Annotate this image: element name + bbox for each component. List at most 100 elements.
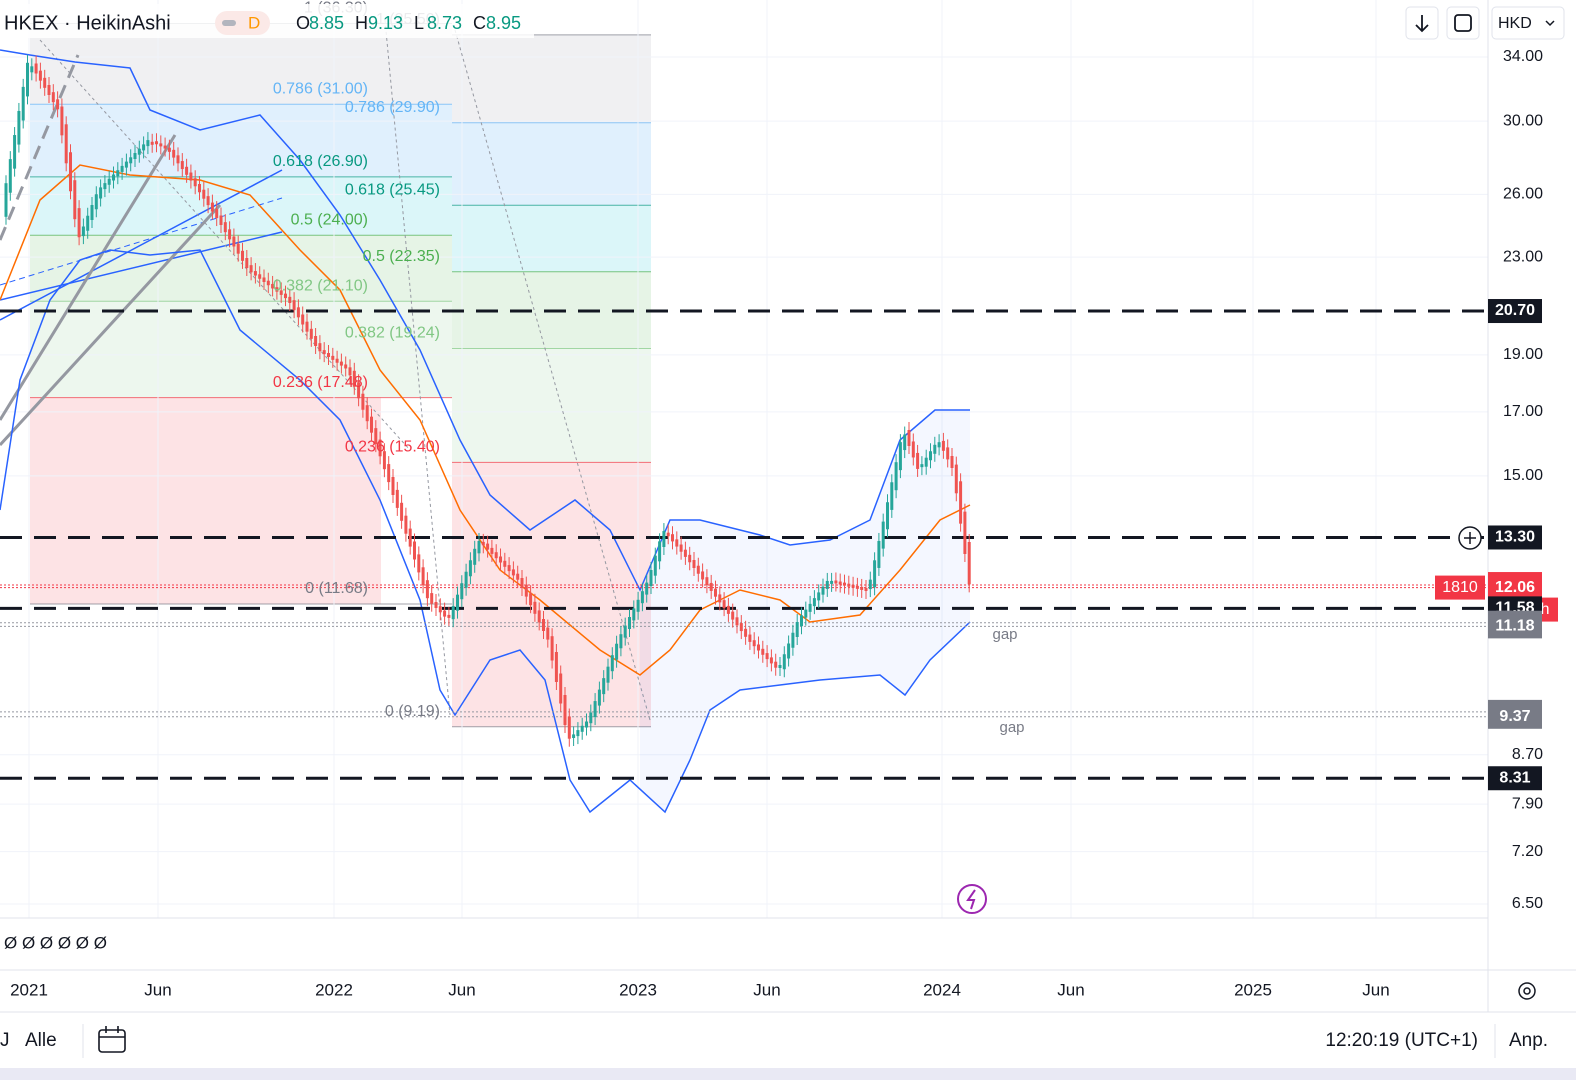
- bottom-strip: [0, 1068, 1576, 1080]
- candle-body: [38, 70, 42, 81]
- upper-band: [0, 49, 970, 592]
- y-tick-label: 8.70: [1512, 746, 1543, 763]
- candle-body: [511, 569, 515, 576]
- candle-body: [662, 531, 666, 547]
- candle-body: [404, 515, 408, 534]
- candle-body: [593, 701, 597, 718]
- candle-body: [232, 236, 236, 247]
- candle-body: [597, 689, 601, 706]
- candle-body: [959, 481, 963, 524]
- candle-body: [206, 196, 210, 206]
- badge: D: [248, 13, 260, 32]
- candle-body: [623, 625, 627, 638]
- candle-body: [60, 106, 64, 136]
- price-tag: [1488, 525, 1542, 550]
- channel-line: [0, 197, 283, 286]
- range-all[interactable]: Alle: [25, 1030, 57, 1051]
- candle-body: [443, 610, 447, 617]
- adjust[interactable]: Anp.: [1509, 1030, 1548, 1051]
- candle-body: [954, 464, 958, 494]
- volume-tag: [1435, 575, 1485, 600]
- candle-body: [744, 628, 748, 637]
- candle-body: [219, 215, 223, 225]
- candle-body: [301, 314, 305, 325]
- y-tick-label: 7.90: [1512, 795, 1543, 812]
- currency[interactable]: HKD: [1498, 15, 1532, 32]
- candle-body: [714, 588, 717, 597]
- currency-button[interactable]: [1491, 6, 1565, 40]
- candle-body: [580, 725, 584, 732]
- candle-body: [103, 183, 107, 190]
- candle-body: [830, 580, 834, 584]
- fib-zone: [452, 205, 651, 272]
- candle-body: [817, 592, 821, 601]
- candle-body: [34, 63, 38, 74]
- fib-trend: [39, 39, 411, 451]
- candle-body: [477, 541, 481, 554]
- labels: 34.00 30.00 26.00 23.00 19.00 17.00 15.00 8.70 7…: [10, 0, 1558, 999]
- candle-body: [490, 547, 494, 554]
- candle-body: [400, 502, 404, 521]
- candle-body: [520, 578, 524, 588]
- price-tag-label: 9.37: [1499, 708, 1530, 725]
- price-tag-label: 8.31: [1499, 769, 1530, 786]
- candle-body: [615, 643, 619, 660]
- candle-body: [258, 274, 262, 279]
- icon-plus: [1464, 532, 1476, 544]
- candle-body: [107, 178, 111, 185]
- candle-body: [546, 627, 550, 640]
- calendar-icon[interactable]: [98, 1029, 126, 1053]
- candle-body: [468, 560, 472, 577]
- candle-body: [774, 661, 778, 668]
- y-tick-label: 30.00: [1503, 112, 1543, 129]
- calendar-icon: [99, 1026, 125, 1038]
- candle-body: [658, 541, 662, 562]
- ohlc-value: 9.13: [368, 13, 403, 33]
- candle-body: [210, 202, 214, 212]
- y-tick-label: 15.00: [1503, 467, 1543, 484]
- fib-zone: [452, 348, 651, 463]
- candle-body: [64, 124, 68, 164]
- x-tick-label: 2021: [10, 980, 48, 999]
- price-tag: [1488, 704, 1542, 729]
- candle-body: [421, 567, 425, 586]
- candle-body: [795, 622, 799, 637]
- candle-body: [821, 586, 825, 595]
- fib-zone: [30, 397, 381, 604]
- fib-label: 0.618 (26.90): [273, 153, 368, 170]
- candle-body: [671, 534, 674, 542]
- candle-body: [86, 215, 90, 231]
- candle-body: [4, 183, 8, 217]
- candle-body: [292, 300, 296, 311]
- candle-body: [610, 655, 614, 672]
- candle-body: [129, 157, 133, 164]
- candle-body: [576, 730, 580, 737]
- candle-body: [761, 648, 765, 655]
- ohlc-key: L: [414, 13, 424, 33]
- price-tag-label: 13.30: [1495, 529, 1535, 546]
- candle-body: [378, 439, 382, 457]
- candle-body: [288, 296, 292, 303]
- candle-body: [847, 583, 851, 587]
- candle-body: [688, 554, 692, 563]
- y-tick-label: 23.00: [1503, 248, 1543, 265]
- candle-body: [933, 444, 937, 454]
- range-cut[interactable]: J: [0, 1030, 10, 1051]
- candle-body: [787, 643, 791, 659]
- x-tick-label: 2023: [619, 980, 657, 999]
- candle-body: [554, 652, 558, 682]
- candle-body: [529, 593, 533, 606]
- button[interactable]: [1446, 6, 1480, 40]
- candle-body: [666, 532, 670, 537]
- settings-icon: [1523, 987, 1531, 995]
- candle-body: [30, 66, 34, 73]
- settings-icon[interactable]: [1518, 982, 1536, 1000]
- badge-bg: [215, 11, 270, 35]
- price-tag: [1488, 575, 1542, 600]
- fib-zone: [30, 301, 452, 398]
- candle-body: [120, 165, 124, 172]
- x-tick-label: Jun: [448, 980, 475, 999]
- candle-body: [911, 441, 915, 458]
- candle-body: [13, 135, 17, 169]
- fib-zone: [452, 122, 651, 206]
